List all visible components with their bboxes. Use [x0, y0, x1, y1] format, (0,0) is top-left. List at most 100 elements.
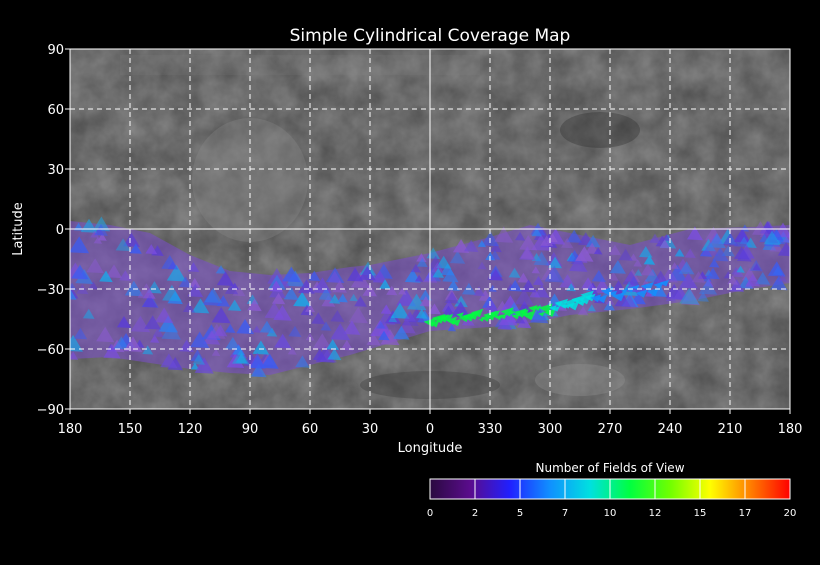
colorbar-label: Number of Fields of View	[535, 461, 684, 475]
x-tick-label: 90	[242, 422, 259, 437]
footprint-cell	[94, 224, 108, 236]
footprint-cell	[358, 266, 376, 281]
footprint-cell	[473, 286, 485, 297]
footprint-cell	[147, 281, 162, 294]
footprint-cell	[622, 295, 637, 307]
footprint-cell	[679, 287, 700, 305]
footprint-cell	[416, 257, 428, 267]
footprint-cell	[88, 281, 98, 290]
basemap-crater-region	[535, 364, 625, 396]
footprint-cell	[577, 306, 589, 316]
footprint-cell	[731, 267, 741, 275]
footprint-cell	[739, 236, 749, 245]
high-coverage-cell	[488, 310, 500, 319]
footprint-cell	[211, 307, 231, 324]
footprint-cell	[416, 253, 427, 262]
high-coverage-cell	[528, 305, 538, 312]
footprint-cell	[531, 234, 551, 251]
footprint-cell	[709, 258, 720, 268]
footprint-cell	[673, 286, 689, 301]
footprint-cell	[129, 243, 142, 254]
footprint-cell	[431, 262, 444, 273]
footprint-cell	[603, 301, 615, 311]
footprint-cell	[396, 289, 417, 307]
footprint-cell	[533, 251, 550, 266]
high-coverage-cell	[584, 293, 596, 302]
footprint-cell	[701, 238, 716, 252]
footprint-cell	[390, 302, 410, 319]
footprint-cell	[190, 362, 200, 370]
footprint-cell	[204, 287, 223, 303]
footprint-cell	[667, 264, 687, 282]
footprint-cell	[92, 216, 111, 232]
footprint-cell	[106, 264, 123, 279]
footprint-cell	[778, 274, 787, 282]
footprint-cell	[697, 271, 708, 280]
footprint-cell	[142, 294, 158, 308]
footprint-cell	[249, 355, 266, 369]
footprint-cell	[340, 339, 354, 351]
footprint-cell	[581, 277, 595, 289]
footprint-cell	[488, 284, 497, 292]
footprint-cell	[440, 263, 455, 276]
footprint-cell	[90, 230, 100, 238]
x-tick-label: 60	[302, 422, 319, 437]
footprint-cell	[99, 270, 113, 283]
footprint-cell	[514, 288, 534, 305]
x-tick-label: 270	[598, 422, 623, 437]
high-coverage-cell	[429, 320, 440, 328]
footprint-cell	[308, 270, 321, 281]
footprint-cell	[708, 233, 726, 249]
y-tick-label: −30	[37, 283, 64, 298]
footprint-cell	[115, 238, 131, 252]
footprint-cell	[712, 247, 729, 262]
footprint-cell	[325, 267, 345, 283]
footprint-cell	[213, 324, 228, 337]
footprint-cell	[386, 285, 398, 296]
footprint-cell	[403, 310, 416, 322]
footprint-cell	[225, 324, 236, 333]
footprint-cell	[295, 355, 310, 368]
footprint-cell	[235, 353, 248, 364]
footprint-cell	[182, 302, 195, 313]
footprint-cell	[489, 250, 501, 260]
high-coverage-cell	[621, 288, 628, 294]
footprint-cell	[282, 266, 301, 283]
footprint-cell	[113, 336, 130, 350]
footprint-cell	[498, 309, 518, 326]
x-tick-label: 240	[658, 422, 683, 437]
footprint-cell	[734, 246, 750, 260]
footprint-cell	[194, 357, 214, 374]
footprint-cell	[697, 291, 709, 302]
x-tick-label: 30	[362, 422, 379, 437]
footprint-cell	[561, 237, 574, 249]
footprint-cell	[629, 253, 638, 261]
x-tick-label: 120	[178, 422, 203, 437]
footprint-cell	[508, 267, 521, 278]
footprint-cell	[94, 226, 105, 236]
footprint-cell	[271, 292, 286, 305]
high-coverage-cell	[612, 292, 626, 302]
footprint-cell	[678, 261, 695, 275]
footprint-cell	[529, 288, 541, 298]
footprint-cell	[354, 296, 367, 307]
y-tick-label: 0	[56, 223, 64, 238]
footprint-cell	[86, 258, 104, 274]
footprint-cell	[311, 312, 326, 325]
footprint-cell	[662, 234, 671, 241]
footprint-cell	[190, 331, 210, 348]
footprint-cell	[548, 256, 562, 269]
footprint-cell	[349, 293, 358, 302]
footprint-cell	[398, 287, 407, 295]
footprint-cell	[477, 261, 487, 270]
footprint-cell	[410, 263, 421, 273]
footprint-cell	[706, 267, 720, 280]
footprint-cell	[119, 270, 132, 281]
footprint-cell	[93, 236, 103, 244]
footprint-cell	[670, 262, 679, 269]
footprint-cell	[432, 268, 445, 278]
footprint-cell	[321, 295, 336, 307]
high-coverage-cell	[538, 311, 545, 317]
